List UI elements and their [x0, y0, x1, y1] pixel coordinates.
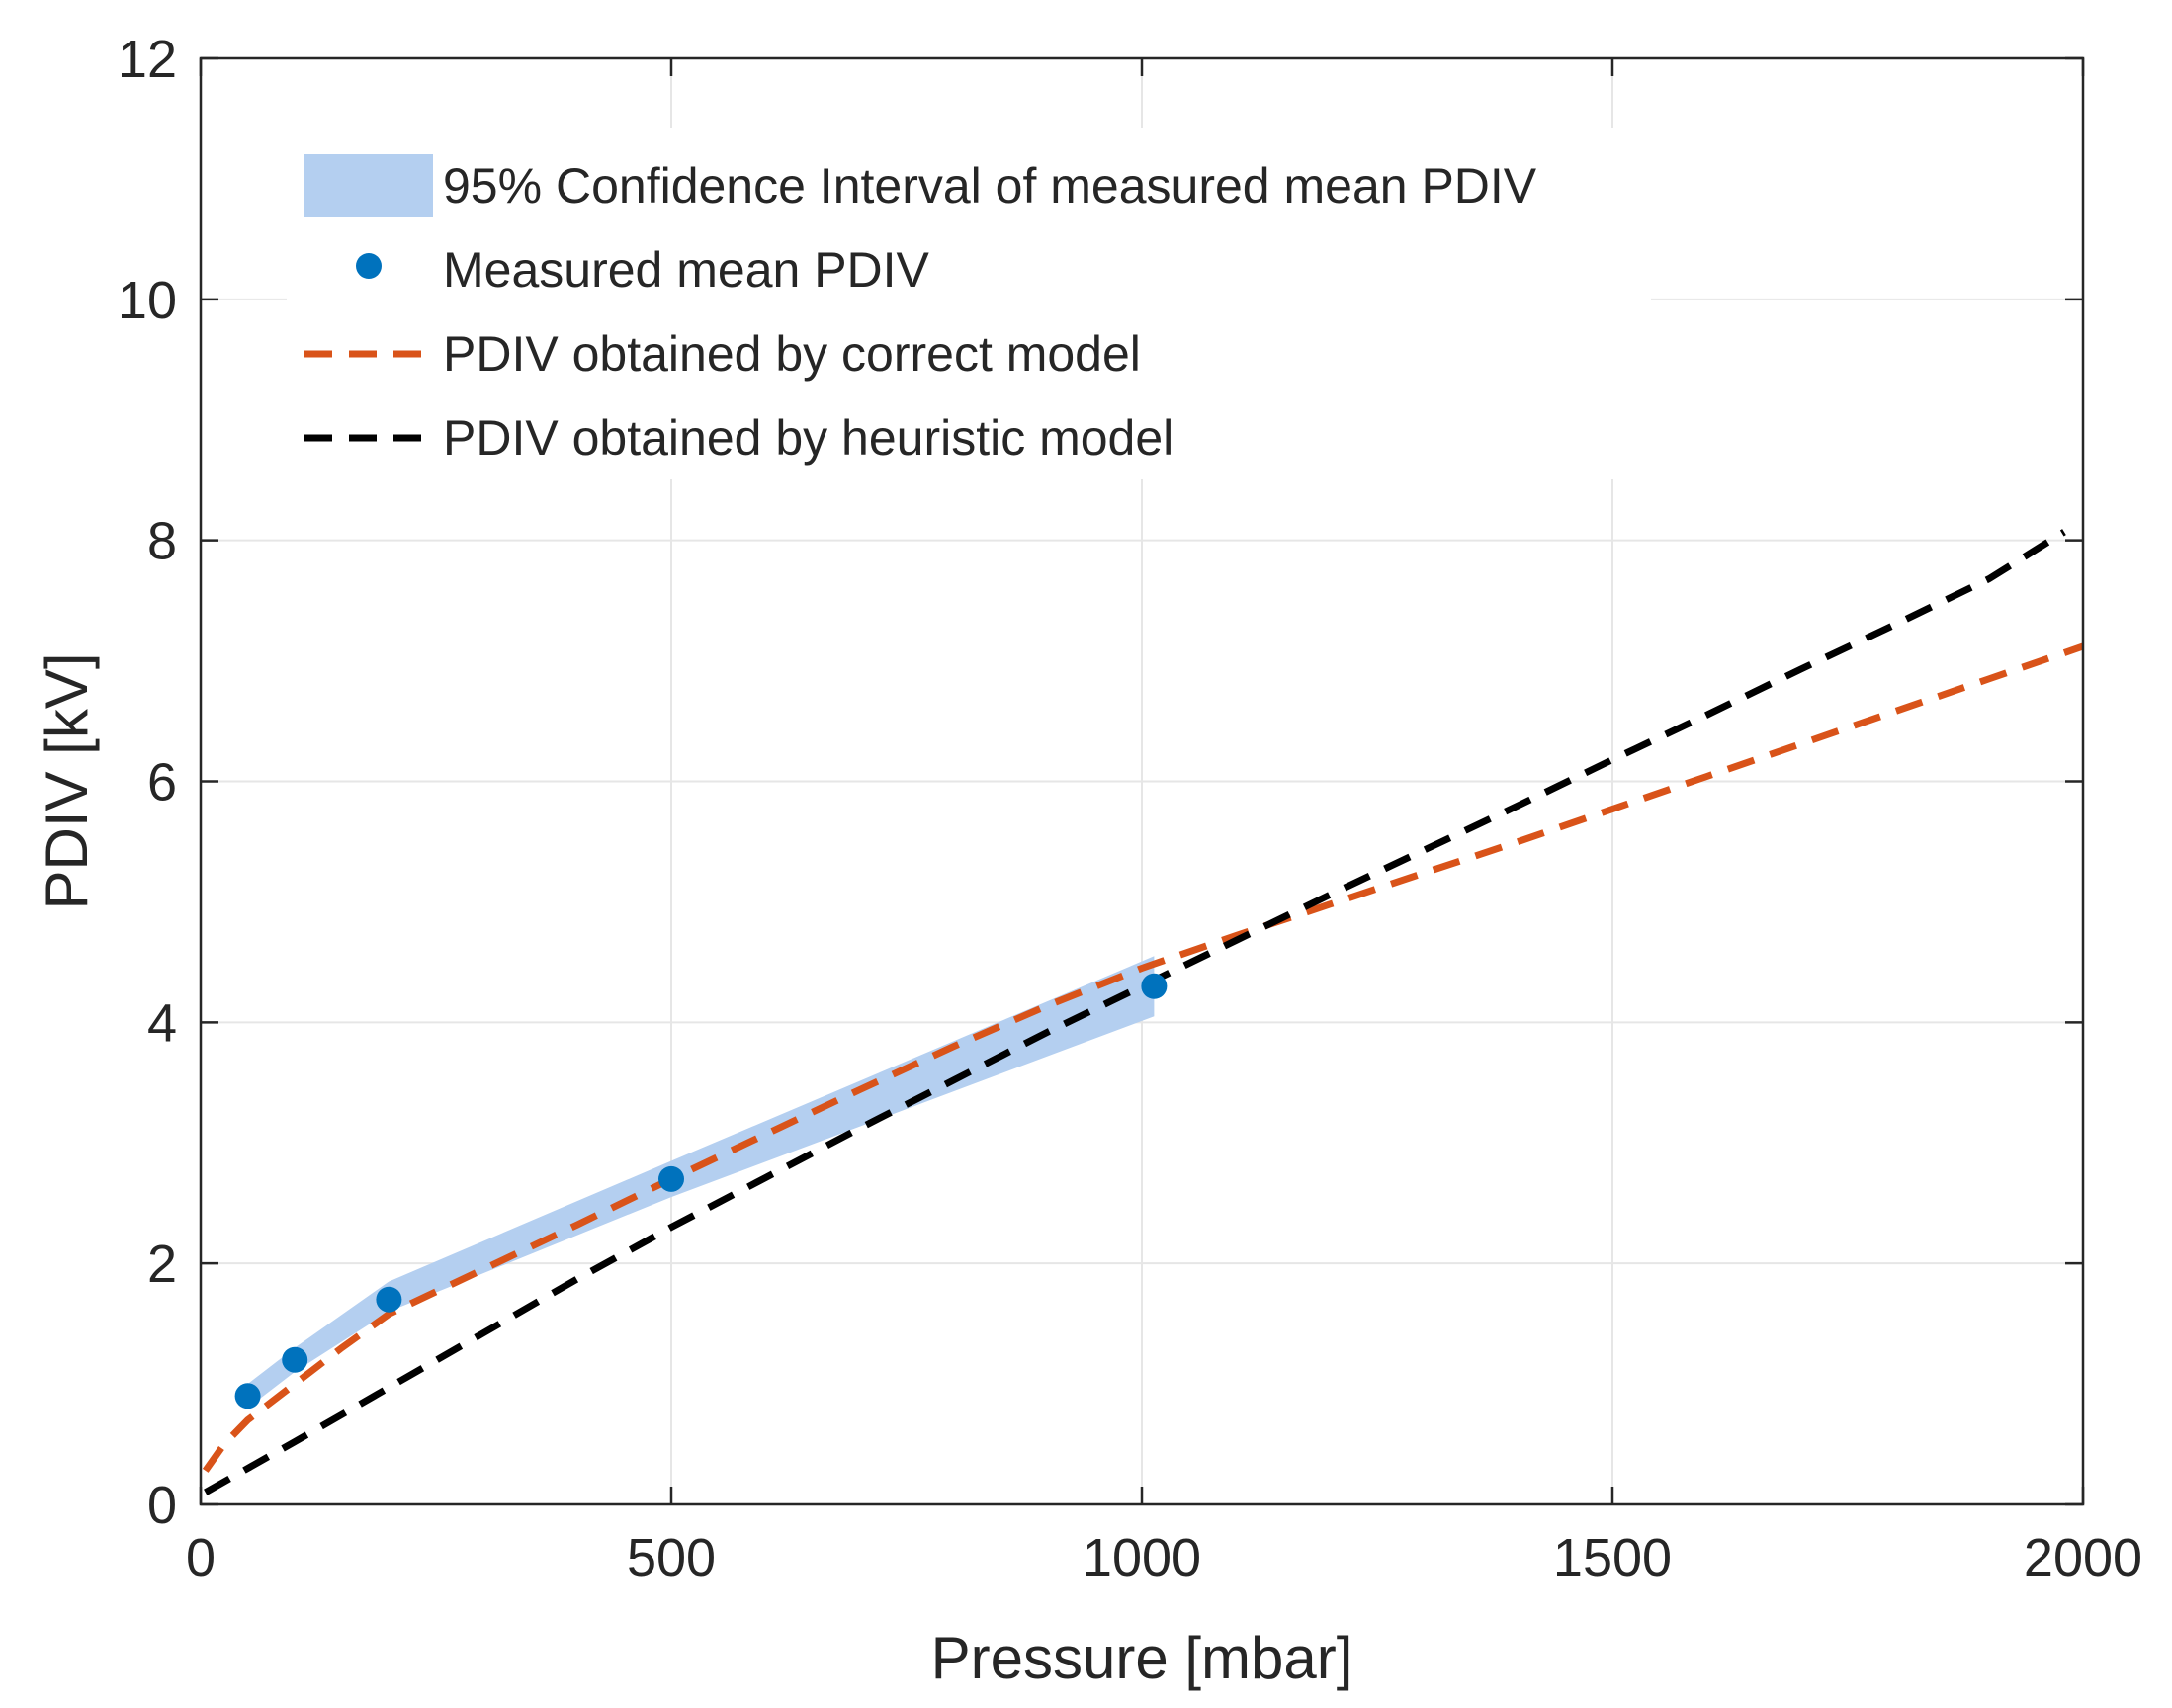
measured-point	[282, 1346, 308, 1373]
y-tick-label: 6	[147, 753, 177, 812]
x-tick-label: 1000	[1083, 1528, 1201, 1587]
legend: 95% Confidence Interval of measured mean…	[287, 128, 1651, 479]
confidence-interval-band	[247, 956, 1155, 1409]
y-tick-label: 10	[118, 271, 177, 330]
y-tick-label: 12	[118, 30, 177, 89]
heuristic-model-line	[204, 529, 2066, 1495]
legend-label: Measured mean PDIV	[443, 242, 930, 298]
legend-label: PDIV obtained by correct model	[443, 326, 1141, 382]
measured-point	[658, 1165, 684, 1192]
x-tick-label: 2000	[2024, 1528, 2142, 1587]
model-lines-group	[202, 529, 2085, 1495]
measured-point	[1141, 973, 1168, 999]
legend-swatch-point	[356, 253, 382, 279]
y-tick-label: 0	[147, 1476, 177, 1535]
y-tick-label: 2	[147, 1235, 177, 1294]
correct-model-line	[202, 642, 2085, 1473]
x-axis-label: Pressure [mbar]	[931, 1625, 1353, 1691]
x-tick-label: 500	[627, 1528, 716, 1587]
measured-point	[376, 1286, 402, 1313]
measured-points-group	[234, 973, 1168, 1409]
legend-background	[287, 128, 1651, 479]
axes	[199, 56, 2085, 1506]
x-tick-label: 1500	[1553, 1528, 1672, 1587]
y-axis-label: PDIV [kV]	[34, 652, 100, 909]
measured-point	[234, 1383, 261, 1409]
legend-label: 95% Confidence Interval of measured mean…	[443, 158, 1537, 214]
y-tick-label: 8	[147, 512, 177, 571]
x-tick-label: 0	[186, 1528, 216, 1587]
legend-label: PDIV obtained by heuristic model	[443, 410, 1173, 466]
legend-swatch-band	[304, 154, 433, 217]
tick-labels: 0 500 1000 1500 2000 0 2 4 6 8 10 12	[118, 30, 2142, 1587]
confidence-interval-band-group	[247, 956, 1155, 1409]
y-tick-label: 4	[147, 993, 177, 1053]
